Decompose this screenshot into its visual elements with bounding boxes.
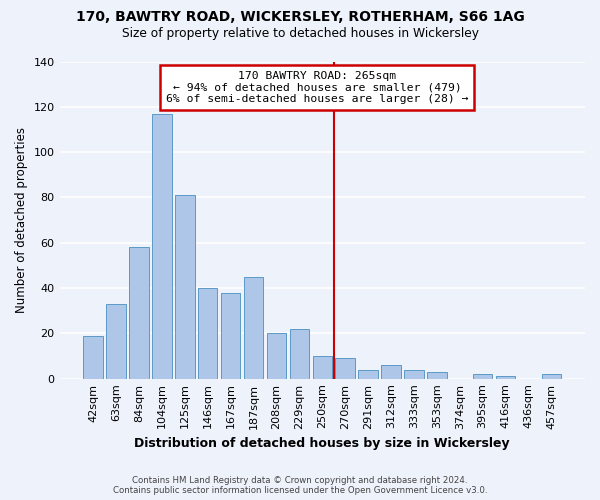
Bar <box>290 329 309 378</box>
Bar <box>496 376 515 378</box>
Bar <box>83 336 103 378</box>
Bar <box>221 292 241 378</box>
Bar <box>152 114 172 378</box>
Text: 170, BAWTRY ROAD, WICKERSLEY, ROTHERHAM, S66 1AG: 170, BAWTRY ROAD, WICKERSLEY, ROTHERHAM,… <box>76 10 524 24</box>
Bar <box>473 374 493 378</box>
Bar <box>267 334 286 378</box>
X-axis label: Distribution of detached houses by size in Wickersley: Distribution of detached houses by size … <box>134 437 510 450</box>
Bar <box>404 370 424 378</box>
Bar <box>198 288 217 378</box>
Bar <box>335 358 355 378</box>
Bar <box>427 372 446 378</box>
Text: Size of property relative to detached houses in Wickersley: Size of property relative to detached ho… <box>121 28 479 40</box>
Bar <box>175 195 194 378</box>
Bar <box>106 304 126 378</box>
Y-axis label: Number of detached properties: Number of detached properties <box>15 127 28 313</box>
Bar <box>381 365 401 378</box>
Bar <box>244 276 263 378</box>
Bar <box>542 374 561 378</box>
Bar <box>313 356 332 378</box>
Bar <box>129 248 149 378</box>
Text: 170 BAWTRY ROAD: 265sqm
← 94% of detached houses are smaller (479)
6% of semi-de: 170 BAWTRY ROAD: 265sqm ← 94% of detache… <box>166 71 468 104</box>
Text: Contains HM Land Registry data © Crown copyright and database right 2024.
Contai: Contains HM Land Registry data © Crown c… <box>113 476 487 495</box>
Bar <box>358 370 378 378</box>
